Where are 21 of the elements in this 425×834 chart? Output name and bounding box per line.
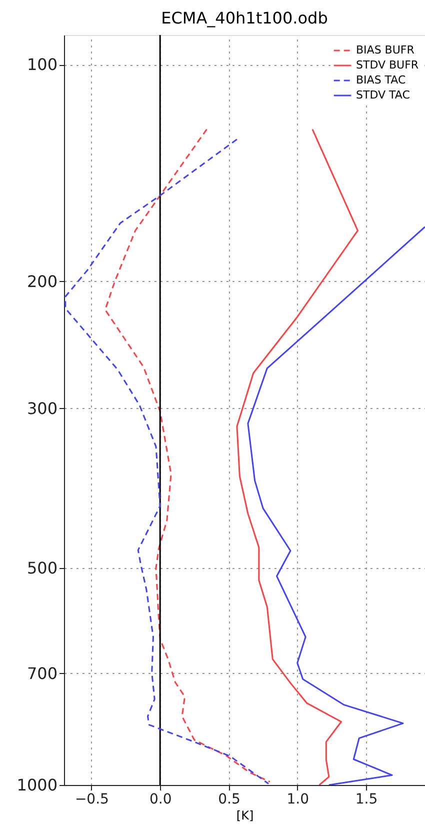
y-tick-label: 100 xyxy=(26,55,58,74)
x-tick-label: 0.0 xyxy=(149,792,172,808)
line-series xyxy=(247,226,425,785)
y-tick-label: 300 xyxy=(26,398,58,418)
legend-label: BIAS BUFR xyxy=(356,44,415,56)
y-tick-label: 700 xyxy=(26,664,58,683)
line-series xyxy=(104,128,271,783)
x-tick-label: −0.5 xyxy=(74,792,109,808)
y-tick-label: 200 xyxy=(26,272,58,291)
y-tick-label: 1000 xyxy=(16,776,58,794)
legend-label: STDV BUFR xyxy=(356,58,419,72)
y-tick-label: 500 xyxy=(26,558,58,578)
chart-title: ECMA_40h1t100.odb xyxy=(161,8,328,28)
x-tick-label: 0.5 xyxy=(218,792,240,808)
line-series xyxy=(64,138,270,784)
x-tick-label: 1.5 xyxy=(355,792,378,808)
line-series xyxy=(236,128,358,785)
x-axis-title: [K] xyxy=(236,808,254,822)
x-tick-label: 1.0 xyxy=(286,792,309,808)
legend-label: STDV TAC xyxy=(356,88,410,102)
legend-label: BIAS TAC xyxy=(356,74,406,86)
